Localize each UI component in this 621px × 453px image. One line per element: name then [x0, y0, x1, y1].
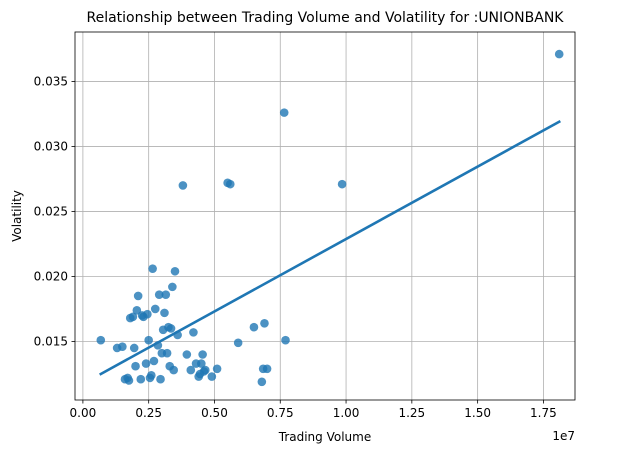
scatter-points [96, 49, 564, 387]
data-point [141, 359, 151, 368]
data-point [147, 370, 156, 380]
data-point [249, 322, 259, 332]
data-point [262, 364, 272, 374]
data-point [257, 377, 267, 387]
data-point [212, 364, 222, 374]
y-tick-label: 0.020 [34, 269, 68, 283]
data-point [281, 335, 290, 345]
regression-line [99, 119, 561, 376]
x-axis-ticks: 0.00 0.25 0.50 0.75 1.00 1.25 1.50 1.75 [70, 400, 557, 420]
y-tick-label: 0.030 [34, 139, 68, 153]
y-tick-label: 0.015 [34, 334, 68, 348]
data-point [186, 365, 196, 375]
data-point [143, 309, 152, 319]
x-tick-label: 1.00 [333, 406, 360, 420]
x-tick-label: 1.25 [398, 406, 425, 420]
data-point [260, 318, 269, 328]
x-axis-label: Trading Volume [278, 430, 371, 444]
data-point [118, 342, 127, 351]
data-point [169, 365, 178, 375]
x-tick-label: 0.50 [201, 406, 228, 420]
data-point [189, 328, 198, 337]
data-point [198, 350, 207, 359]
data-point [161, 290, 171, 299]
data-point [225, 179, 235, 189]
data-point [170, 266, 180, 276]
y-axis-label: Volatility [10, 190, 24, 242]
data-point [136, 374, 146, 384]
data-point [129, 343, 139, 353]
grid [75, 32, 575, 400]
plot-frame [74, 31, 576, 401]
data-point [197, 359, 206, 368]
data-point [279, 108, 289, 117]
data-point [182, 350, 192, 359]
chart-title: Relationship between Trading Volume and … [86, 10, 564, 26]
x-tick-label: 0.25 [135, 406, 162, 420]
data-point [124, 376, 134, 385]
data-point [96, 335, 106, 345]
data-point [178, 181, 188, 190]
data-point [166, 324, 176, 333]
x-axis-offset-label: 1e7 [552, 429, 575, 443]
data-point [554, 49, 564, 59]
data-point [150, 304, 160, 314]
x-tick-label: 1.50 [464, 406, 491, 420]
data-point [207, 372, 217, 381]
data-point [128, 312, 138, 322]
plot-area-background [75, 32, 575, 400]
data-point [132, 305, 142, 315]
data-point [144, 335, 153, 345]
data-point [200, 365, 210, 375]
data-point [148, 264, 157, 273]
data-point [154, 290, 164, 299]
data-point [160, 308, 169, 318]
data-point [162, 348, 172, 358]
y-tick-label: 0.035 [34, 74, 68, 88]
data-point [337, 179, 347, 189]
data-point [233, 338, 243, 348]
data-point [149, 356, 159, 366]
data-point [168, 282, 177, 292]
data-point [131, 361, 140, 371]
x-tick-label: 0.75 [267, 406, 294, 420]
x-tick-label: 0.00 [70, 406, 97, 420]
x-tick-label: 1.75 [530, 406, 557, 420]
data-point [156, 374, 165, 384]
data-point [133, 291, 143, 301]
y-tick-label: 0.025 [34, 204, 68, 218]
y-axis-ticks: 0.015 0.020 0.025 0.030 0.035 [34, 74, 75, 348]
